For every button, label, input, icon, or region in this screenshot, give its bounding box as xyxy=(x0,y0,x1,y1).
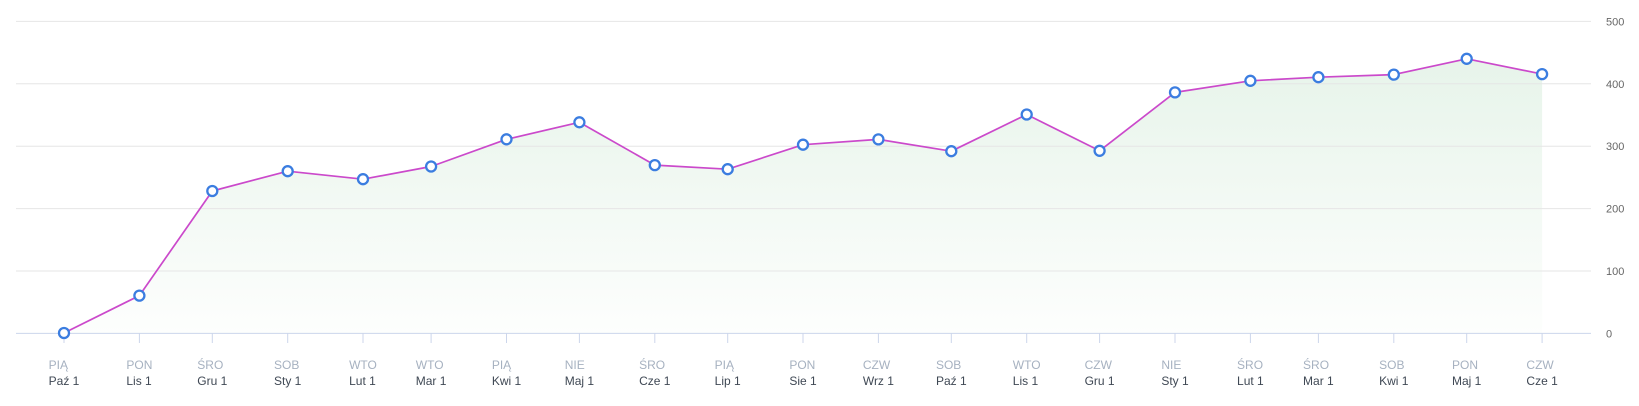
svg-text:0: 0 xyxy=(1606,328,1612,340)
svg-text:100: 100 xyxy=(1606,266,1624,278)
svg-text:500: 500 xyxy=(1606,16,1624,28)
svg-text:300: 300 xyxy=(1606,141,1624,153)
svg-text:400: 400 xyxy=(1606,79,1624,91)
svg-text:200: 200 xyxy=(1606,204,1624,216)
